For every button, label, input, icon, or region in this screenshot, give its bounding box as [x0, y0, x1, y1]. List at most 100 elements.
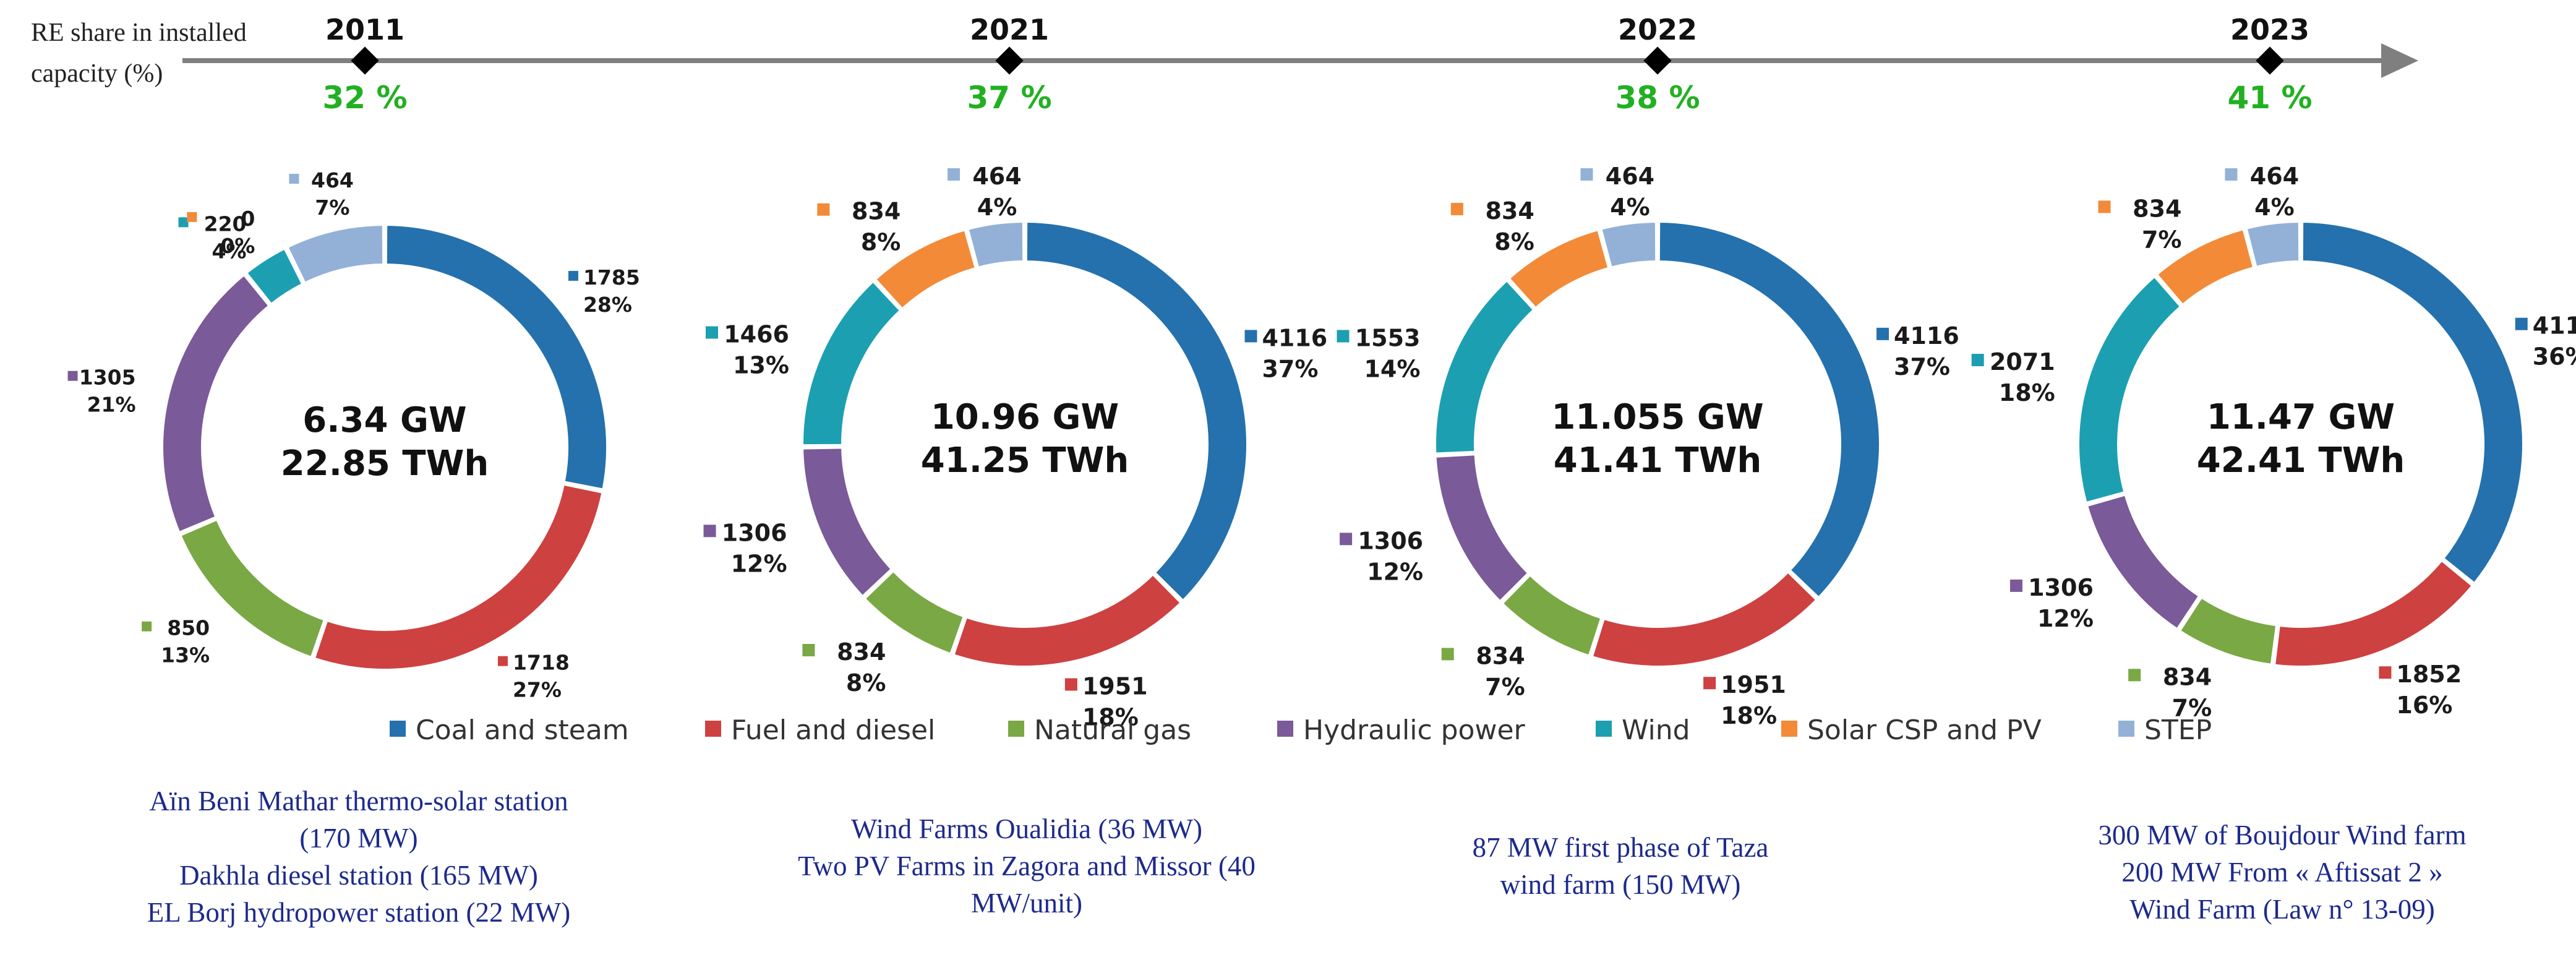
slice-pct-2022-coal-and-steam: 37%: [1894, 353, 1950, 380]
caption-2021-line-2: Two PV Farms in Zagora and Missor (40: [798, 851, 1256, 881]
center-energy-2011: 22.85 TWh: [281, 444, 489, 484]
slice-2021-wind: [801, 279, 902, 447]
slice-2023-hydraulic-power: [2085, 492, 2202, 632]
caption-2011-line-1: Aïn Beni Mathar thermo-solar station: [149, 786, 568, 817]
caption-2022-line-2: wind farm (150 MW): [1500, 869, 1741, 900]
caption-2022-line-1: 87 MW first phase of Taza: [1473, 832, 1769, 863]
slice-value-2022-solar-csp-and-pv: 834: [1485, 197, 1534, 225]
timeline: RE share in installed capacity (%) 2011 32 …: [31, 13, 2418, 116]
slice-value-2011-wind: 220: [204, 212, 247, 236]
slice-pct-2022-fuel-and-diesel: 18%: [1721, 702, 1777, 729]
slice-pct-2021-hydraulic-power: 12%: [731, 550, 787, 577]
re-share-2011: 32 %: [322, 80, 407, 116]
label-marker-2022-natural-gas: [1441, 648, 1454, 661]
label-marker-2011-hydraulic-power: [67, 371, 78, 381]
legend-swatch-coal-and-steam: [390, 721, 406, 737]
slice-2021-step: [966, 220, 1025, 270]
label-marker-2022-step: [1580, 168, 1593, 181]
donut-2021: 4116 37% 1951 18% 834 8% 1306 12% 1466 13% 834 8% 46…: [703, 163, 1327, 731]
year-label-2021: 2021: [970, 13, 1049, 46]
legend-swatch-solar-csp-and-pv: [1781, 721, 1797, 737]
label-marker-2021-hydraulic-power: [703, 525, 716, 538]
legend-label-coal-and-steam: Coal and steam: [416, 714, 629, 746]
slice-value-2021-coal-and-steam: 4116: [1262, 324, 1327, 351]
timeline-label-line-2: capacity (%): [31, 59, 163, 88]
slice-pct-2023-wind: 18%: [1999, 379, 2055, 406]
slice-pct-2023-solar-csp-and-pv: 7%: [2142, 226, 2182, 253]
timeline-marker-2023: [2256, 46, 2284, 75]
slice-value-2021-natural-gas: 834: [837, 638, 886, 666]
slice-2022-natural-gas: [1500, 573, 1604, 658]
year-label-2023: 2023: [2230, 13, 2309, 46]
slice-2011-step: [285, 223, 385, 285]
slice-value-2023-wind: 2071: [1990, 348, 2055, 375]
caption-2021-line-1: Wind Farms Oualidia (36 MW): [851, 813, 1202, 844]
timeline-marker-2011: [351, 46, 379, 75]
slice-pct-2011-wind: 4%: [212, 239, 246, 263]
label-marker-2022-hydraulic-power: [1340, 533, 1353, 546]
legend: Coal and steam Fuel and diesel Natural gas…: [390, 714, 2212, 746]
legend-label-hydraulic-power: Hydraulic power: [1303, 714, 1526, 746]
slice-pct-2023-natural-gas: 7%: [2172, 694, 2212, 721]
slice-2022-step: [1599, 220, 1658, 270]
timeline-marker-2022: [1643, 46, 1672, 75]
slice-pct-2022-natural-gas: 7%: [1485, 673, 1525, 700]
donut-2022: 4116 37% 1951 18% 834 7% 1306 12% 1553 14% 834 8% 46…: [1337, 163, 1959, 729]
legend-swatch-step: [2118, 721, 2134, 737]
slice-value-2022-coal-and-steam: 4116: [1894, 322, 1959, 350]
legend-swatch-hydraulic-power: [1277, 721, 1293, 737]
slice-pct-2021-coal-and-steam: 37%: [1262, 355, 1318, 382]
slice-2021-solar-csp-and-pv: [873, 228, 978, 311]
slice-pct-2011-hydraulic-power: 21%: [87, 393, 136, 417]
caption-2023-line-2: 200 MW From « Aftissat 2 »: [2121, 857, 2442, 888]
slice-value-2011-coal-and-steam: 1785: [583, 265, 640, 290]
center-capacity-2022: 11.055 GW: [1551, 397, 1763, 437]
slice-2021-coal-and-steam: [1024, 220, 1249, 603]
slice-pct-2011-coal-and-steam: 28%: [583, 293, 632, 317]
legend-swatch-natural-gas: [1008, 721, 1024, 737]
slice-2011-coal-and-steam: [384, 223, 609, 491]
label-marker-2022-fuel-and-diesel: [1703, 677, 1716, 690]
slice-pct-2021-natural-gas: 8%: [846, 669, 886, 697]
caption-2011-line-2: (170 MW): [299, 823, 417, 854]
label-marker-2022-solar-csp-and-pv: [1450, 202, 1463, 215]
slice-value-2011-fuel-and-diesel: 1718: [513, 651, 570, 675]
slice-pct-2023-step: 4%: [2254, 194, 2295, 221]
slice-value-2022-step: 464: [1606, 163, 1654, 190]
legend-label-fuel-and-diesel: Fuel and diesel: [731, 714, 935, 746]
legend-label-step: STEP: [2144, 714, 2212, 746]
slice-pct-2011-solar-csp-and-pv: 0%: [220, 234, 255, 258]
re-share-2021: 37 %: [967, 80, 1051, 116]
label-marker-2023-hydraulic-power: [2009, 579, 2022, 592]
slice-2023-wind: [2077, 274, 2183, 505]
slice-value-2021-hydraulic-power: 1306: [722, 519, 787, 546]
label-marker-2011-wind: [178, 217, 189, 228]
slice-2011-hydraulic-power: [161, 273, 272, 534]
slice-2021-hydraulic-power: [801, 446, 894, 599]
slice-pct-2021-wind: 13%: [733, 351, 789, 379]
label-marker-2022-coal-and-steam: [1876, 327, 1889, 340]
slice-2022-hydraulic-power: [1434, 453, 1531, 604]
slice-value-2021-step: 464: [972, 163, 1021, 190]
slice-pct-2021-step: 4%: [977, 194, 1017, 221]
label-marker-2021-natural-gas: [802, 643, 815, 656]
center-energy-2023: 42.41 TWh: [2197, 440, 2405, 481]
center-capacity-2023: 11.47 GW: [2207, 397, 2395, 437]
slice-pct-2011-step: 7%: [315, 195, 349, 220]
label-marker-2023-step: [2225, 168, 2238, 181]
slice-pct-2011-fuel-and-diesel: 27%: [513, 678, 562, 702]
label-marker-2023-fuel-and-diesel: [2379, 666, 2392, 679]
slice-value-2023-solar-csp-and-pv: 834: [2133, 195, 2181, 222]
donut-2011: 1785 28% 1718 27% 850 13% 1305 21% 220 4% 0 0% 464 7%…: [67, 168, 640, 702]
slice-pct-2023-hydraulic-power: 12%: [2037, 605, 2094, 632]
slice-value-2021-fuel-and-diesel: 1951: [1082, 672, 1148, 700]
re-share-2022: 38 %: [1615, 80, 1700, 116]
slice-2022-coal-and-steam: [1657, 220, 1881, 600]
slice-2023-step: [2244, 220, 2301, 269]
label-marker-2021-solar-csp-and-pv: [817, 203, 830, 216]
label-marker-2022-wind: [1337, 330, 1350, 343]
label-marker-2023-solar-csp-and-pv: [2098, 200, 2111, 213]
label-marker-2021-coal-and-steam: [1244, 330, 1257, 343]
slice-2021-fuel-and-diesel: [951, 572, 1183, 668]
